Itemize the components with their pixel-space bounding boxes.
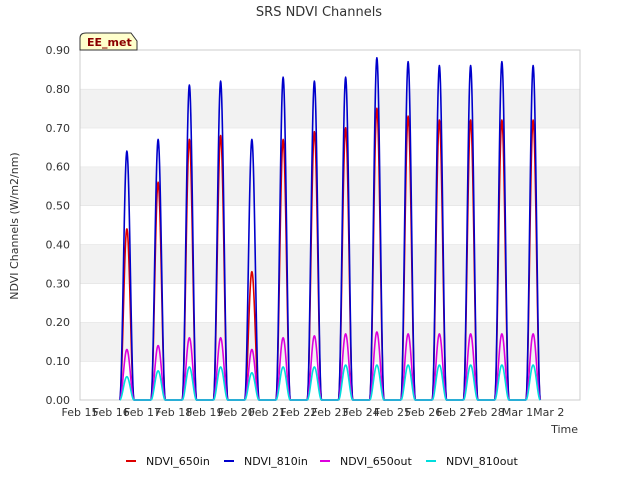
station-badge: EE_met [79, 32, 138, 51]
y-axis-ticks: 0.00 0.10 0.20 0.30 0.40 0.50 0.60 0.70 0.80 0.90 [46, 44, 71, 407]
y-tick-label: 0.70 [46, 122, 71, 135]
x-tick-label: Feb 19 [187, 406, 224, 419]
y-tick-label: 0.60 [46, 161, 71, 174]
x-tick-label: Feb 17 [124, 406, 161, 419]
y-tick-label: 0.90 [46, 44, 71, 57]
x-axis-label: Time [550, 423, 578, 436]
legend-label: NDVI_810out [446, 455, 518, 468]
x-tick-label: Feb 16 [93, 406, 130, 419]
y-tick-label: 0.20 [46, 316, 71, 329]
grid-band [80, 166, 580, 206]
x-tick-label: Feb 15 [62, 406, 99, 419]
y-tick-label: 0.80 [46, 83, 71, 96]
x-tick-label: Feb 18 [155, 406, 192, 419]
chart-title: SRS NDVI Channels [256, 5, 382, 20]
x-tick-label: Feb 22 [280, 406, 317, 419]
series-line-ndvi_650out [119, 331, 541, 401]
x-tick-label: Mar 2 [533, 406, 564, 419]
x-tick-label: Feb 25 [374, 406, 411, 419]
legend: NDVI_650in NDVI_810in NDVI_650out NDVI_810o… [126, 455, 518, 468]
grid-band [80, 88, 580, 128]
series-lines [118, 56, 542, 401]
x-tick-label: Feb 21 [249, 406, 286, 419]
series-line-ndvi_810out [119, 364, 541, 401]
x-tick-label: Feb 20 [218, 406, 255, 419]
grid-band [80, 244, 580, 284]
x-tick-label: Feb 28 [468, 406, 505, 419]
x-tick-label: Feb 26 [405, 406, 442, 419]
y-tick-label: 0.40 [46, 238, 71, 251]
x-tick-label: Feb 24 [343, 406, 380, 419]
series-line-ndvi_650in [118, 107, 542, 401]
badge-shape [79, 32, 138, 51]
grid-band [80, 50, 580, 89]
y-tick-label: 0.50 [46, 200, 71, 213]
grid-bands [80, 49, 580, 400]
y-axis-label: NDVI Channels (W/m2/nm) [8, 152, 21, 299]
legend-label: NDVI_650in [146, 455, 210, 468]
x-tick-label: Mar 1 [502, 406, 533, 419]
x-tick-label: Feb 27 [437, 406, 474, 419]
y-tick-label: 0.00 [46, 394, 71, 407]
series-line-ndvi_810in [118, 56, 542, 401]
x-tick-label: Feb 23 [312, 406, 349, 419]
badge-label: EE_met [87, 36, 132, 49]
grid-band [80, 127, 580, 167]
y-tick-label: 0.30 [46, 277, 71, 290]
legend-label: NDVI_810in [244, 455, 308, 468]
legend-label: NDVI_650out [340, 455, 412, 468]
grid-band [80, 205, 580, 245]
y-tick-label: 0.10 [46, 355, 71, 368]
